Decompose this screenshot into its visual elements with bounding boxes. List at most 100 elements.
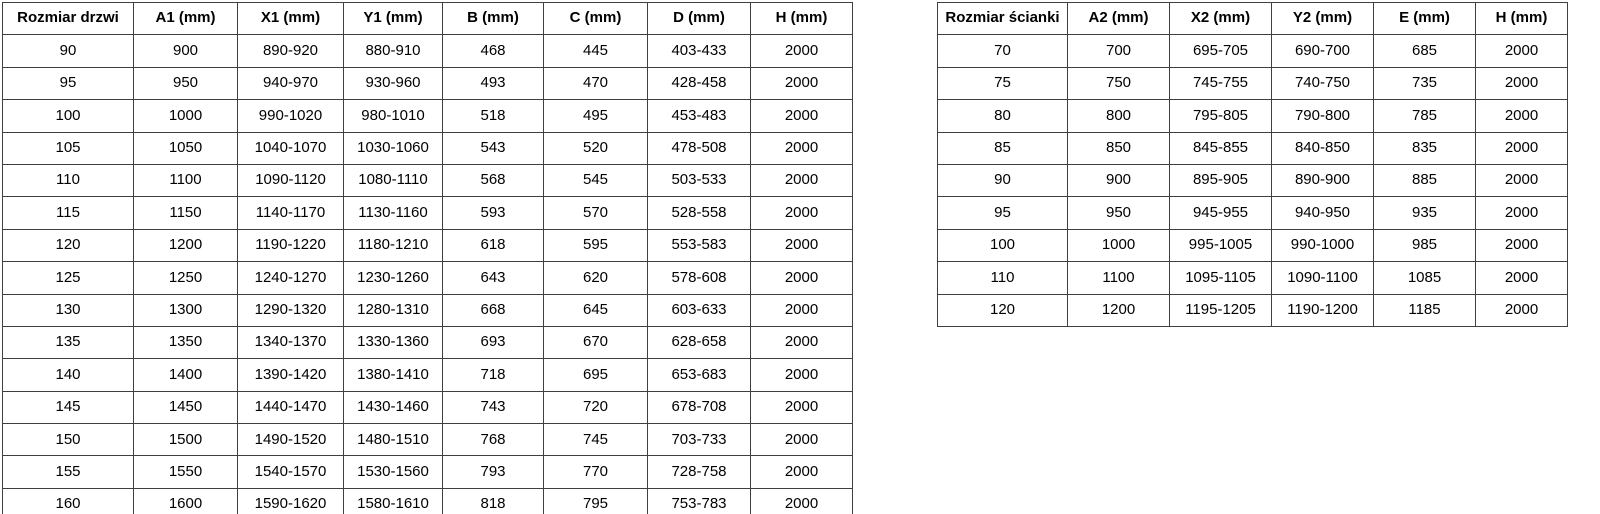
table-row: 85 850 845-855 840-850 835 2000 (937, 131, 1568, 165)
table-cell: 2000 (1475, 196, 1568, 230)
table-cell: 2000 (750, 358, 853, 392)
table-cell: 428-458 (647, 66, 751, 101)
table-row: 125 1250 1240-1270 1230-1260 643 620 578-608 20… (2, 261, 853, 295)
table-cell: 578-608 (647, 261, 751, 295)
table-cell: 690-700 (1271, 34, 1374, 68)
table-cell: 743 (442, 390, 544, 425)
table-row: 100 1000 990-1020 980-1010 518 495 453-483 2000 (2, 99, 853, 133)
table-cell: 95 (2, 66, 134, 101)
table-cell: 2000 (1475, 261, 1568, 295)
table-cell: 570 (543, 196, 648, 230)
table-cell: 2000 (1475, 228, 1568, 263)
table-cell: 1540-1570 (237, 455, 344, 489)
table-cell: 695-705 (1169, 34, 1272, 68)
table-cell: 845-855 (1169, 131, 1272, 165)
table-cell: 1280-1310 (343, 293, 443, 327)
table-cell: 493 (442, 66, 544, 101)
table-cell: 818 (442, 487, 544, 514)
table-cell: 703-733 (647, 423, 751, 457)
table-cell: 453-483 (647, 99, 751, 133)
column-header: X1 (mm) (237, 1, 344, 36)
table-cell: 2000 (750, 34, 853, 68)
table-cell: 1200 (133, 228, 238, 263)
table-cell: 880-910 (343, 34, 443, 68)
table-cell: 768 (442, 423, 544, 457)
table-cell: 2000 (750, 390, 853, 425)
column-header: B (mm) (442, 1, 544, 36)
table-cell: 753-783 (647, 487, 751, 514)
table-cell: 678-708 (647, 390, 751, 425)
table-cell: 935 (1373, 196, 1476, 230)
table-cell: 700 (1067, 34, 1170, 68)
table-cell: 90 (937, 163, 1068, 198)
table-row: 120 1200 1190-1220 1180-1210 618 595 553-583 20… (2, 228, 853, 263)
table-row: 80 800 795-805 790-800 785 2000 (937, 99, 1568, 133)
table-cell: 1450 (133, 390, 238, 425)
table-cell: 1090-1100 (1271, 261, 1374, 295)
table-row: 95 950 940-970 930-960 493 470 428-458 2000 (2, 66, 853, 101)
table-cell: 603-633 (647, 293, 751, 327)
table-cell: 468 (442, 34, 544, 68)
table-cell: 618 (442, 228, 544, 263)
table-cell: 985 (1373, 228, 1476, 263)
table-cell: 1240-1270 (237, 261, 344, 295)
table-cell: 1290-1320 (237, 293, 344, 327)
table-row: 145 1450 1440-1470 1430-1460 743 720 678-708 20… (2, 390, 853, 425)
column-header: C (mm) (543, 1, 648, 36)
table-cell: 553-583 (647, 228, 751, 263)
table-cell: 2000 (1475, 99, 1568, 133)
column-header: Y2 (mm) (1271, 1, 1374, 36)
table-cell: 1095-1105 (1169, 261, 1272, 295)
table-cell: 1000 (1067, 228, 1170, 263)
table-cell: 1090-1120 (237, 163, 344, 198)
table-cell: 140 (2, 358, 134, 392)
table-cell: 2000 (750, 66, 853, 101)
door-sizes-table: Rozmiar drzwi A1 (mm) X1 (mm) Y1 (mm) B (mm)… (2, 1, 853, 514)
table-cell: 685 (1373, 34, 1476, 68)
table-cell: 1330-1360 (343, 325, 443, 360)
header-row: Rozmiar drzwi A1 (mm) X1 (mm) Y1 (mm) B (mm)… (2, 1, 853, 36)
table-cell: 2000 (750, 261, 853, 295)
table-cell: 115 (2, 196, 134, 230)
table-cell: 1580-1610 (343, 487, 443, 514)
table-cell: 100 (937, 228, 1068, 263)
column-header: X2 (mm) (1169, 1, 1272, 36)
table-cell: 1600 (133, 487, 238, 514)
table-row: 110 1100 1095-1105 1090-1100 1085 2000 (937, 261, 1568, 295)
table-cell: 135 (2, 325, 134, 360)
table-cell: 900 (133, 34, 238, 68)
table-row: 140 1400 1390-1420 1380-1410 718 695 653-683 20… (2, 358, 853, 392)
table-cell: 990-1000 (1271, 228, 1374, 263)
table-cell: 800 (1067, 99, 1170, 133)
table-cell: 2000 (750, 99, 853, 133)
table-cell: 1550 (133, 455, 238, 489)
table-row: 90 900 895-905 890-900 885 2000 (937, 163, 1568, 198)
table-cell: 2000 (1475, 293, 1568, 327)
table-cell: 1100 (1067, 261, 1170, 295)
table-cell: 518 (442, 99, 544, 133)
table-cell: 2000 (750, 325, 853, 360)
table-cell: 2000 (1475, 131, 1568, 165)
table-cell: 950 (1067, 196, 1170, 230)
table-cell: 2000 (750, 455, 853, 489)
table-cell: 670 (543, 325, 648, 360)
table-cell: 890-920 (237, 34, 344, 68)
table-row: 75 750 745-755 740-750 735 2000 (937, 66, 1568, 101)
wall-sizes-table: Rozmiar ścianki A2 (mm) X2 (mm) Y2 (mm) E (m… (937, 1, 1568, 327)
table-cell: 403-433 (647, 34, 751, 68)
table-cell: 770 (543, 455, 648, 489)
table-cell: 110 (2, 163, 134, 198)
table-cell: 1480-1510 (343, 423, 443, 457)
table-cell: 643 (442, 261, 544, 295)
table-cell: 1040-1070 (237, 131, 344, 165)
table-cell: 885 (1373, 163, 1476, 198)
table-cell: 793 (442, 455, 544, 489)
table-cell: 2000 (750, 423, 853, 457)
table-row: 150 1500 1490-1520 1480-1510 768 745 703-733 20… (2, 423, 853, 457)
table-cell: 620 (543, 261, 648, 295)
table-cell: 520 (543, 131, 648, 165)
table-cell: 1250 (133, 261, 238, 295)
table-cell: 940-970 (237, 66, 344, 101)
table-cell: 790-800 (1271, 99, 1374, 133)
table-cell: 1050 (133, 131, 238, 165)
